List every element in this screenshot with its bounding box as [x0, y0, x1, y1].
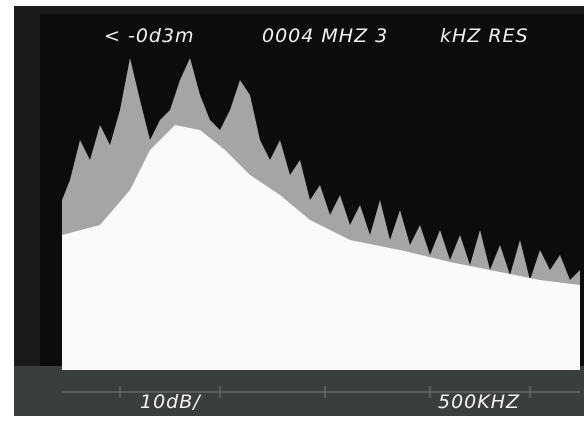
horizontal-scale: 500KHZ [438, 391, 520, 413]
graticule-strip [14, 366, 584, 416]
ref-level: < -0d3m [104, 25, 195, 47]
resolution: kHZ RES [440, 25, 529, 47]
center-freq: 0004 MHZ 3 [262, 25, 388, 47]
spectrum-trace-body [62, 125, 580, 370]
graticule-ticks [62, 386, 580, 398]
vertical-scale: 10dB/ [140, 391, 202, 413]
